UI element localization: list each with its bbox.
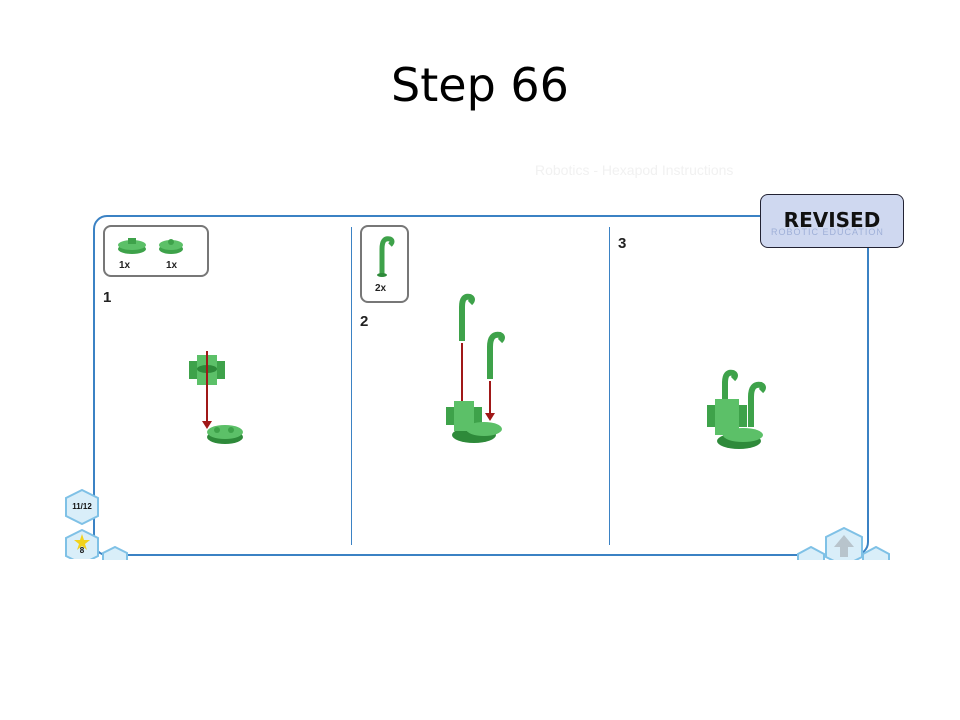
revised-sub-label: ROBOTIC EDUCATION (771, 227, 884, 237)
hexagon-icon (862, 546, 890, 560)
revised-stamp: REVISED ROBOTIC EDUCATION (760, 194, 904, 248)
nav-hex-button[interactable] (862, 546, 890, 560)
nav-hex-button[interactable] (797, 546, 825, 560)
nav-hex-button[interactable] (102, 546, 128, 560)
step1-parts-box: 1x 1x (103, 225, 209, 277)
page-indicator-button[interactable]: 11/12 (64, 488, 100, 526)
step-badge-button[interactable]: 8 (64, 529, 100, 559)
hexagon-icon (797, 546, 825, 560)
panel-divider (351, 227, 352, 545)
part-qty: 2x (375, 283, 387, 294)
page-indicator: 11/12 (72, 502, 92, 511)
step1-illustration (189, 351, 243, 444)
faint-header-text: Robotics - Hexapod Instructions (535, 162, 734, 178)
hexagon-icon (65, 488, 99, 526)
step-number: 2 (360, 313, 369, 330)
step-number: 1 (103, 289, 112, 306)
step1-parts-icons (118, 238, 183, 254)
hexagon-icon (102, 546, 128, 560)
up-arrow-icon (825, 527, 863, 560)
step2-illustration (446, 293, 505, 443)
slide-title: Step 66 (391, 58, 569, 112)
step-number: 3 (618, 235, 627, 252)
step3-illustration (707, 369, 766, 449)
star-badge-icon (65, 529, 99, 559)
instruction-panel: 1x 1x 1 2x 2 3 (93, 215, 869, 556)
part-qty: 1x (119, 260, 131, 271)
part-qty: 1x (166, 260, 178, 271)
step-badge-count: 8 (79, 546, 85, 555)
up-arrow-button[interactable] (824, 527, 864, 560)
revised-label: REVISED (783, 208, 881, 232)
step2-parts-box: 2x (360, 225, 409, 303)
step2-parts-icon (377, 236, 395, 277)
panel-divider (609, 227, 610, 545)
